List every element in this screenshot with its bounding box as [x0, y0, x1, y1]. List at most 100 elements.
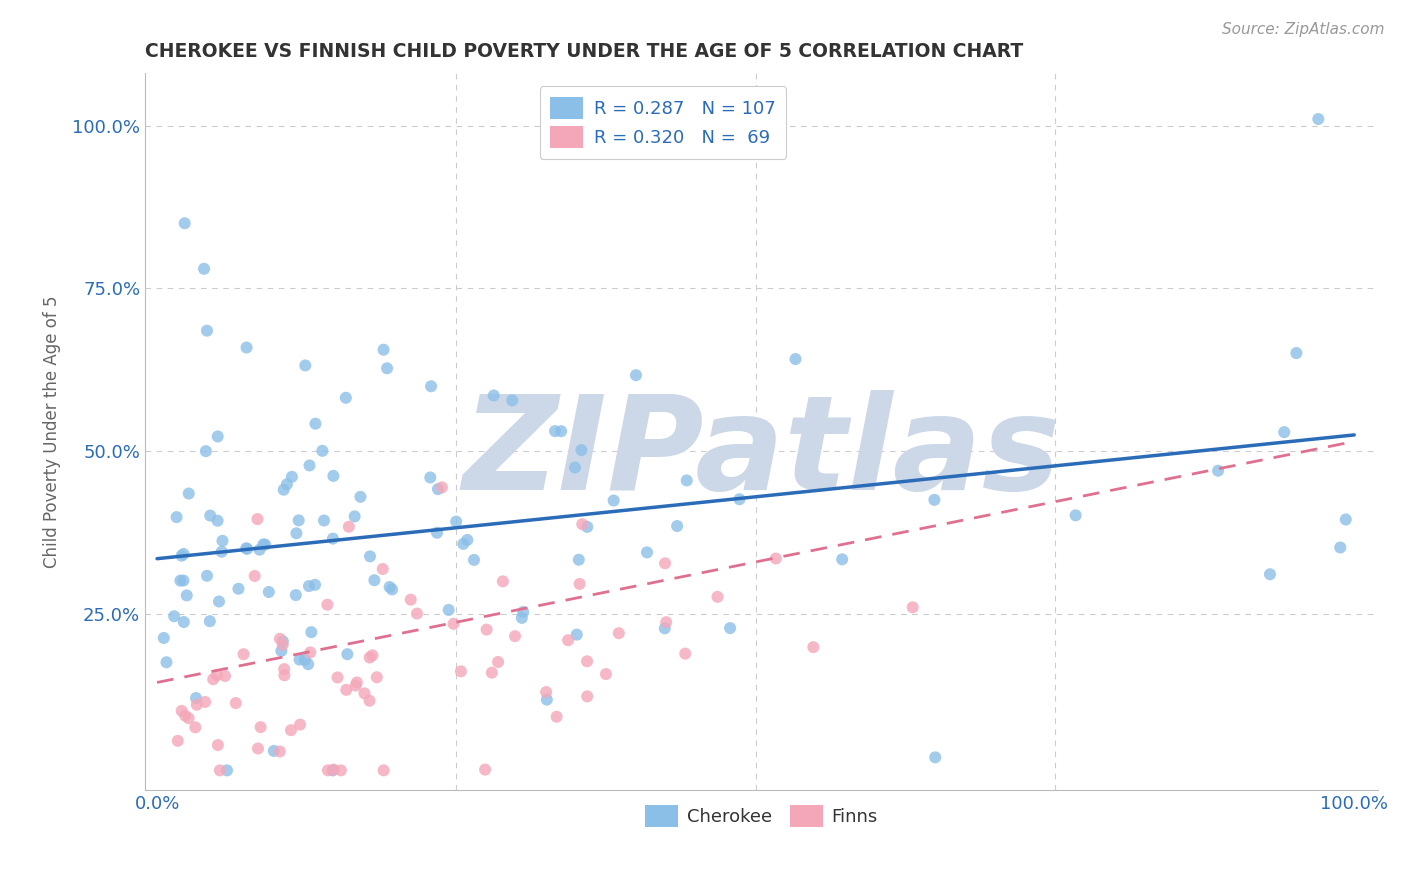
- Point: [564, 460, 586, 475]
- Point: [208, 594, 231, 608]
- Point: [257, 585, 280, 599]
- Point: [419, 470, 441, 484]
- Point: [474, 763, 496, 777]
- Point: [321, 764, 343, 778]
- Point: [346, 675, 368, 690]
- Point: [177, 486, 200, 500]
- Point: [801, 640, 824, 655]
- Point: [232, 647, 254, 661]
- Point: [373, 343, 395, 357]
- Point: [311, 443, 333, 458]
- Point: [273, 662, 295, 676]
- Point: [298, 458, 321, 473]
- Point: [152, 631, 174, 645]
- Point: [666, 519, 689, 533]
- Point: [359, 650, 381, 665]
- Point: [211, 544, 233, 558]
- Point: [294, 653, 316, 667]
- Point: [546, 710, 568, 724]
- Point: [208, 764, 231, 778]
- Point: [1308, 112, 1330, 126]
- Point: [443, 616, 465, 631]
- Point: [173, 216, 195, 230]
- Point: [269, 744, 291, 758]
- Point: [211, 533, 233, 548]
- Point: [155, 655, 177, 669]
- Point: [312, 514, 335, 528]
- Text: CHEROKEE VS FINNISH CHILD POVERTY UNDER THE AGE OF 5 CORRELATION CHART: CHEROKEE VS FINNISH CHILD POVERTY UNDER …: [145, 42, 1024, 61]
- Point: [235, 341, 257, 355]
- Point: [235, 541, 257, 556]
- Point: [269, 632, 291, 646]
- Point: [246, 741, 269, 756]
- Point: [322, 469, 344, 483]
- Point: [378, 580, 401, 594]
- Point: [285, 526, 308, 541]
- Point: [343, 509, 366, 524]
- Point: [194, 444, 217, 458]
- Point: [361, 648, 384, 663]
- Point: [186, 698, 208, 712]
- Point: [565, 627, 588, 641]
- Point: [366, 670, 388, 684]
- Point: [163, 609, 186, 624]
- Point: [437, 603, 460, 617]
- Point: [453, 537, 475, 551]
- Point: [576, 520, 599, 534]
- Point: [335, 682, 357, 697]
- Point: [1285, 346, 1308, 360]
- Point: [463, 553, 485, 567]
- Point: [450, 665, 472, 679]
- Point: [304, 578, 326, 592]
- Text: ZIPatlas: ZIPatlas: [463, 390, 1060, 516]
- Point: [205, 668, 228, 682]
- Point: [215, 764, 238, 778]
- Point: [166, 734, 188, 748]
- Point: [249, 720, 271, 734]
- Point: [249, 542, 271, 557]
- Point: [371, 562, 394, 576]
- Point: [444, 515, 467, 529]
- Point: [359, 694, 381, 708]
- Point: [595, 667, 617, 681]
- Point: [607, 626, 630, 640]
- Point: [482, 388, 505, 402]
- Point: [1334, 512, 1357, 526]
- Point: [1206, 464, 1229, 478]
- Point: [568, 552, 591, 566]
- Point: [765, 551, 787, 566]
- Point: [399, 592, 422, 607]
- Point: [322, 532, 344, 546]
- Point: [336, 647, 359, 661]
- Point: [271, 638, 294, 652]
- Point: [1272, 425, 1295, 439]
- Point: [1064, 508, 1087, 523]
- Point: [228, 582, 250, 596]
- Point: [636, 545, 658, 559]
- Point: [297, 657, 319, 672]
- Point: [353, 686, 375, 700]
- Point: [654, 557, 676, 571]
- Point: [673, 647, 696, 661]
- Text: Source: ZipAtlas.com: Source: ZipAtlas.com: [1222, 22, 1385, 37]
- Point: [284, 588, 307, 602]
- Point: [254, 538, 277, 552]
- Point: [195, 324, 218, 338]
- Point: [675, 474, 697, 488]
- Point: [375, 361, 398, 376]
- Point: [335, 391, 357, 405]
- Point: [174, 708, 197, 723]
- Point: [281, 470, 304, 484]
- Point: [273, 483, 295, 497]
- Point: [299, 625, 322, 640]
- Point: [304, 417, 326, 431]
- Point: [1329, 541, 1351, 555]
- Point: [349, 490, 371, 504]
- Point: [576, 690, 599, 704]
- Point: [172, 574, 194, 588]
- Point: [225, 696, 247, 710]
- Point: [602, 493, 624, 508]
- Point: [252, 537, 274, 551]
- Point: [298, 579, 321, 593]
- Point: [576, 654, 599, 668]
